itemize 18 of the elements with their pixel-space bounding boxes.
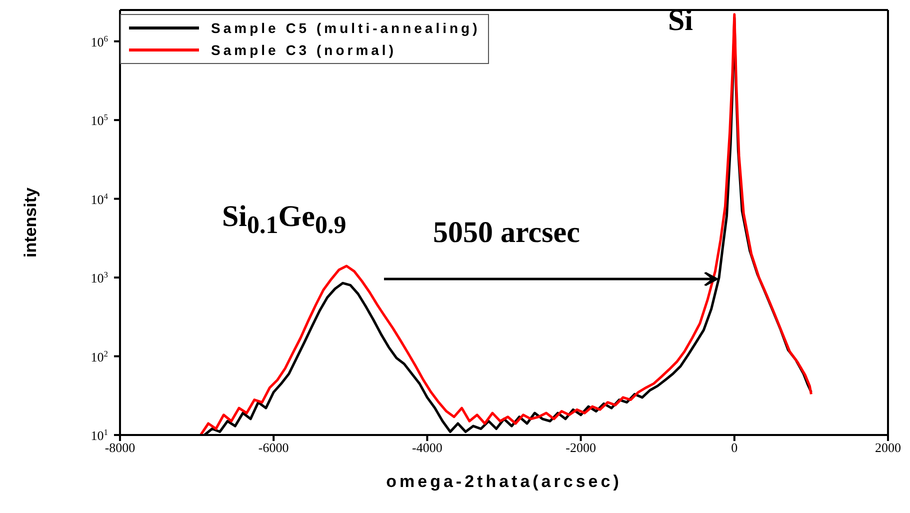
legend-label: Sample C5 (multi-annealing) <box>211 20 480 36</box>
x-tick-label: 2000 <box>875 440 901 456</box>
x-tick-label: -4000 <box>412 440 442 456</box>
x-tick-label: -2000 <box>566 440 596 456</box>
annotation: Si$_{0.1}$Ge$_{0.9}$ <box>222 200 346 240</box>
annotation: 5050 arcsec <box>433 216 580 250</box>
x-axis-title: omega-2thata(arcsec) <box>386 472 622 491</box>
y-tick-label: 10$^{3}$ <box>90 270 108 286</box>
y-tick-label: 10$^{4}$ <box>90 190 109 207</box>
y-tick-label: 10$^{1}$ <box>90 427 108 443</box>
y-tick-label: 10$^{5}$ <box>90 112 108 128</box>
x-tick-label: 0 <box>731 440 738 456</box>
y-axis-title: intensity <box>21 187 40 258</box>
legend-label: Sample C3 (normal) <box>211 42 396 58</box>
y-tick-label: 10$^{6}$ <box>90 33 108 50</box>
x-tick-label: -8000 <box>104 440 136 456</box>
x-tick-label: -6000 <box>258 440 289 456</box>
y-tick-label: 10$^{2}$ <box>90 348 108 364</box>
